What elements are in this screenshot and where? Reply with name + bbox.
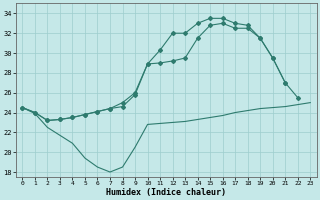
X-axis label: Humidex (Indice chaleur): Humidex (Indice chaleur) xyxy=(106,188,226,197)
